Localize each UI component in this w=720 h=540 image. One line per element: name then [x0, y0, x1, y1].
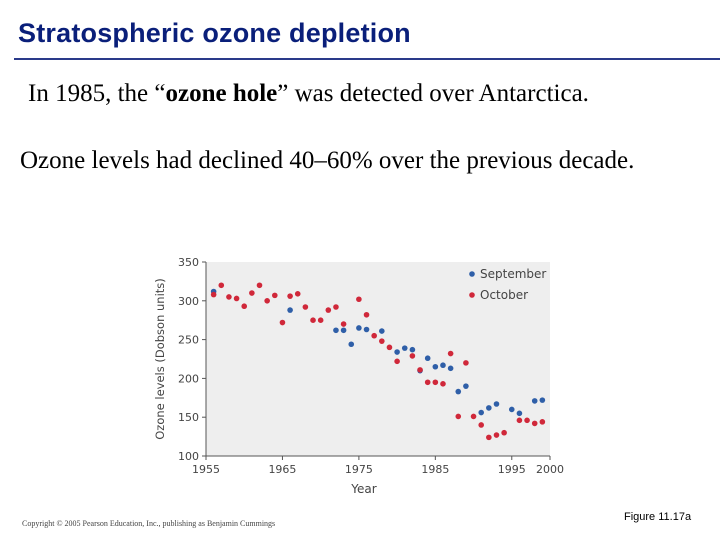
september-point [455, 388, 462, 395]
body-line-2: Ozone levels had declined 40–60% over th… [20, 147, 635, 174]
october-point [386, 344, 393, 351]
x-tick-label: 1955 [192, 463, 220, 476]
october-point [249, 290, 255, 296]
october-point [424, 379, 431, 386]
line1-prefix: In 1985, the “ [28, 80, 166, 107]
september-point [424, 355, 431, 362]
october-point [470, 413, 477, 420]
september-point [340, 327, 347, 334]
october-point [210, 291, 217, 298]
september-point [348, 341, 355, 348]
october-point [379, 338, 385, 344]
x-tick-label: 2000 [536, 463, 564, 476]
october-point [356, 296, 362, 303]
y-axis-label: Ozone levels (Dobson units) [153, 278, 167, 440]
legend-label-october: October [480, 288, 528, 302]
september-point [363, 326, 370, 333]
y-tick-label: 300 [178, 295, 199, 308]
october-point [394, 358, 400, 365]
september-point [356, 325, 362, 331]
legend-label-september: September [480, 267, 546, 281]
line1-suffix: ” was detected over Antarctica. [277, 80, 589, 107]
october-point [417, 367, 423, 373]
october-point [455, 413, 462, 420]
september-point [493, 401, 500, 407]
october-point [409, 353, 416, 359]
x-axis-label: Year [350, 482, 376, 496]
october-point [371, 332, 377, 339]
points-group [210, 282, 546, 441]
y-tick-label: 200 [178, 372, 199, 385]
october-point [287, 293, 293, 299]
october-point [218, 282, 225, 289]
september-point [379, 328, 385, 334]
line1-bold: ozone hole [165, 80, 278, 107]
october-point [317, 317, 324, 323]
y-tick-label: 350 [178, 256, 199, 269]
october-point [531, 420, 538, 427]
september-point [447, 365, 454, 372]
ozone-chart: 100 150 200 250 300 350 1955 1965 1975 1985 1995 20… [150, 252, 570, 502]
september-point [394, 349, 400, 355]
october-point [501, 429, 507, 436]
legend-group: September October [469, 267, 546, 302]
october-point [302, 304, 309, 310]
october-point [432, 379, 439, 386]
october-point [264, 298, 270, 304]
october-point [241, 303, 248, 310]
september-point [531, 398, 538, 404]
october-point [294, 291, 301, 297]
september-point [478, 409, 485, 416]
october-point [493, 432, 500, 438]
ozone-chart-svg: 100 150 200 250 300 350 1955 1965 1975 1985 1995 20… [153, 256, 564, 496]
october-point [478, 422, 485, 428]
october-point [524, 417, 530, 424]
slide-title: Stratospheric ozone depletion [18, 18, 411, 48]
october-point [226, 294, 232, 300]
figure-label: Figure 11.17a [624, 511, 692, 523]
body-line-1: In 1985, the “ozone hole” was detected o… [28, 80, 589, 108]
september-point [287, 307, 293, 313]
october-point [310, 317, 316, 323]
september-point [486, 405, 492, 411]
october-point [539, 419, 546, 425]
september-point [401, 345, 408, 351]
y-tick-label: 150 [178, 411, 199, 424]
september-point [432, 363, 439, 370]
october-point [463, 360, 469, 366]
september-point [463, 383, 469, 389]
x-tick-label: 1965 [268, 463, 296, 476]
legend-marker-october [469, 292, 475, 298]
september-point [409, 346, 416, 353]
x-tick-label: 1995 [498, 463, 526, 476]
october-point [325, 307, 332, 313]
axes-group: 100 150 200 250 300 350 1955 1965 1975 1985 1995 20… [178, 256, 564, 476]
x-tick-label: 1985 [421, 463, 449, 476]
plot-background [206, 262, 550, 456]
october-point [440, 381, 446, 387]
october-point [363, 311, 370, 318]
september-point [333, 327, 339, 334]
september-point [539, 397, 546, 403]
october-point [486, 434, 492, 441]
october-point [340, 321, 347, 327]
copyright-text: Copyright © 2005 Pearson Education, Inc.… [22, 519, 276, 528]
title-underline [14, 58, 720, 60]
legend-marker-september [469, 271, 475, 277]
y-tick-label: 100 [178, 450, 199, 463]
october-point [233, 295, 240, 302]
september-point [440, 362, 446, 369]
x-tick-label: 1975 [345, 463, 373, 476]
y-tick-label: 250 [178, 334, 199, 347]
september-point [508, 406, 515, 413]
october-point [516, 417, 523, 424]
september-point [516, 410, 523, 417]
october-point [256, 282, 263, 289]
october-point [272, 292, 278, 299]
october-point [447, 350, 454, 357]
october-point [333, 304, 339, 310]
october-point [279, 319, 286, 326]
